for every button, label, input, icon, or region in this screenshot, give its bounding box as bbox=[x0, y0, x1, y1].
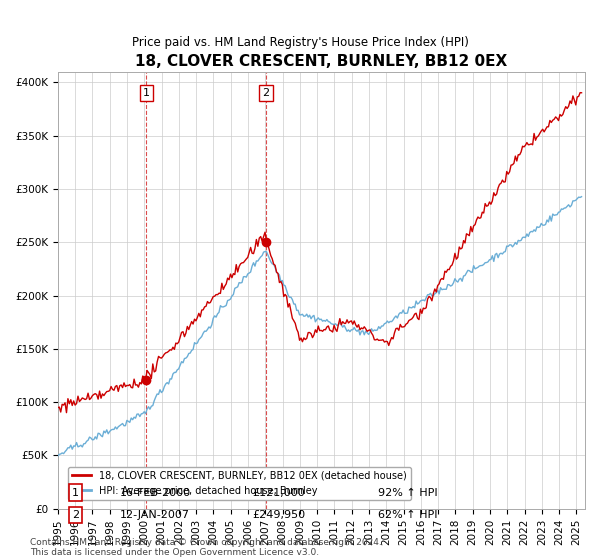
Text: 62% ↑ HPI: 62% ↑ HPI bbox=[378, 510, 437, 520]
Text: 92% ↑ HPI: 92% ↑ HPI bbox=[378, 488, 437, 498]
Text: 16-FEB-2000: 16-FEB-2000 bbox=[120, 488, 191, 498]
Text: 12-JAN-2007: 12-JAN-2007 bbox=[120, 510, 190, 520]
Legend: 18, CLOVER CRESCENT, BURNLEY, BB12 0EX (detached house), HPI: Average price, det: 18, CLOVER CRESCENT, BURNLEY, BB12 0EX (… bbox=[68, 467, 411, 500]
Text: Contains HM Land Registry data © Crown copyright and database right 2024.
This d: Contains HM Land Registry data © Crown c… bbox=[30, 538, 382, 557]
Text: Price paid vs. HM Land Registry's House Price Index (HPI): Price paid vs. HM Land Registry's House … bbox=[131, 36, 469, 49]
Text: 2: 2 bbox=[262, 88, 269, 98]
Text: £121,000: £121,000 bbox=[252, 488, 305, 498]
Title: 18, CLOVER CRESCENT, BURNLEY, BB12 0EX: 18, CLOVER CRESCENT, BURNLEY, BB12 0EX bbox=[135, 54, 508, 69]
Text: £249,950: £249,950 bbox=[252, 510, 305, 520]
Text: 1: 1 bbox=[143, 88, 150, 98]
Text: 2: 2 bbox=[72, 510, 79, 520]
Text: 1: 1 bbox=[72, 488, 79, 498]
